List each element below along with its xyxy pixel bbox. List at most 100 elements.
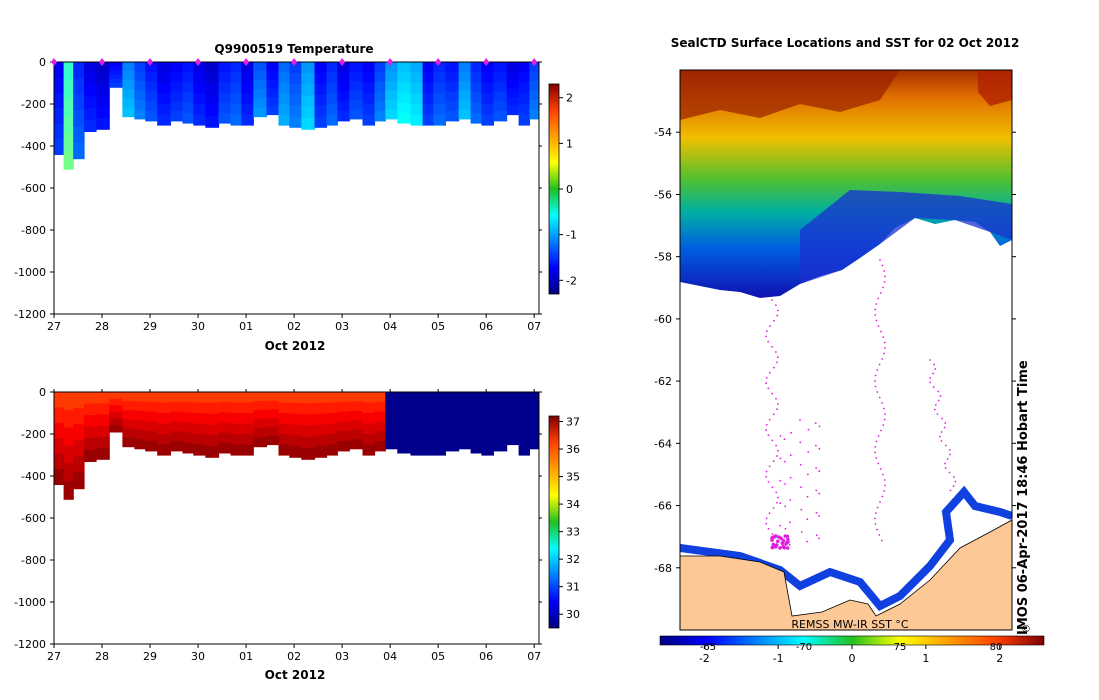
profile-cell bbox=[96, 403, 110, 415]
x-tick-label: 02 bbox=[287, 320, 301, 333]
profile-cell bbox=[326, 402, 338, 414]
track-point bbox=[779, 435, 782, 437]
map-title: SealCTD Surface Locations and SST for 02… bbox=[671, 36, 1020, 50]
profile-cell bbox=[337, 71, 350, 83]
profile-cell bbox=[397, 72, 412, 83]
track-point bbox=[771, 392, 774, 395]
track-point bbox=[767, 340, 770, 343]
profile-cell bbox=[109, 398, 123, 406]
profile-cell bbox=[506, 105, 520, 116]
track-point bbox=[818, 425, 821, 428]
profile-cell bbox=[410, 62, 424, 74]
profile-cell bbox=[374, 91, 386, 102]
profile-cell bbox=[205, 402, 220, 415]
track-point bbox=[773, 319, 775, 322]
track-point bbox=[789, 476, 792, 479]
profile-cell bbox=[193, 413, 206, 425]
x-tick-label: 30 bbox=[191, 320, 205, 333]
map-field bbox=[680, 70, 1012, 630]
track-point bbox=[944, 444, 947, 447]
profile-cell bbox=[182, 92, 194, 104]
track-point bbox=[940, 440, 943, 442]
profile-cell bbox=[422, 413, 434, 425]
lat-tick-label: -54 bbox=[654, 126, 672, 139]
profile-cell bbox=[362, 444, 376, 456]
profile-cell bbox=[433, 114, 446, 126]
y-tick-label: -200 bbox=[21, 428, 46, 441]
profile-cell bbox=[73, 62, 85, 79]
map-colorbar-ghost-label: 75 bbox=[894, 642, 907, 653]
track-point bbox=[877, 462, 880, 465]
colorbar-tick-label: 32 bbox=[566, 553, 580, 566]
track-point bbox=[779, 457, 782, 460]
profile-cell bbox=[362, 434, 376, 446]
profile-cell bbox=[218, 442, 232, 454]
colorbar-tick-label: 31 bbox=[566, 581, 580, 594]
profile-cell bbox=[193, 104, 206, 116]
profile-cell bbox=[458, 90, 472, 101]
track-point bbox=[881, 402, 883, 404]
x-tick-label: 05 bbox=[431, 650, 445, 663]
track-point bbox=[881, 358, 883, 360]
profile-cell bbox=[529, 439, 539, 450]
profile-cell bbox=[337, 392, 350, 403]
profile-cell bbox=[301, 403, 316, 415]
track-point bbox=[773, 366, 775, 369]
profile-cell bbox=[253, 419, 268, 429]
station-marker bbox=[99, 58, 106, 66]
track-point bbox=[799, 463, 802, 466]
profile-cell bbox=[205, 72, 220, 85]
profile-cell bbox=[529, 80, 539, 91]
profile-cell bbox=[63, 133, 74, 152]
profile-cell bbox=[134, 401, 146, 412]
track-point bbox=[783, 438, 786, 441]
x-tick-label: 28 bbox=[95, 320, 109, 333]
station-markers bbox=[51, 58, 538, 66]
profile-cell bbox=[349, 90, 364, 101]
track-point bbox=[771, 345, 773, 348]
track-point bbox=[943, 426, 946, 429]
profile-cell bbox=[109, 83, 123, 88]
profile-cell bbox=[230, 434, 242, 446]
profile-cell bbox=[145, 411, 158, 422]
profile-cell bbox=[193, 93, 206, 105]
map-latitude-axis: -54 -56 -58 -60 -62 -64 -66 -68 bbox=[654, 126, 1016, 575]
x-tick-label: 28 bbox=[95, 650, 109, 663]
profile-cell bbox=[362, 423, 376, 435]
profile-cell bbox=[122, 98, 135, 109]
track-point bbox=[878, 396, 881, 399]
track-point bbox=[877, 435, 880, 437]
temperature-colorbar-ticks: 2 1 0 -1 -2 bbox=[559, 92, 577, 287]
profile-cell bbox=[385, 109, 398, 120]
profile-cell bbox=[122, 62, 135, 72]
profile-cell bbox=[218, 412, 232, 423]
profile-cell bbox=[266, 97, 280, 107]
profile-cell bbox=[63, 115, 74, 134]
temperature-panel: Q9900519 Temperature 0 -200 -400 -600 -800 -1… bbox=[14, 42, 577, 353]
profile-cell bbox=[301, 118, 316, 130]
profile-cell bbox=[374, 411, 386, 422]
profile-cell bbox=[518, 114, 530, 126]
temperature-y-axis: 0 -200 -400 -600 -800 -1000 -1200 bbox=[14, 56, 542, 321]
profile-cell bbox=[301, 62, 316, 74]
station-marker bbox=[387, 58, 394, 66]
track-point bbox=[799, 419, 801, 421]
profile-cell bbox=[433, 423, 446, 435]
profile-cell bbox=[278, 104, 290, 116]
track-point bbox=[765, 423, 768, 426]
track-point bbox=[874, 446, 877, 448]
map-colorbar-label: 1 bbox=[922, 652, 929, 665]
lat-tick-label: -56 bbox=[654, 188, 672, 201]
track-point bbox=[944, 422, 947, 424]
profile-cell bbox=[326, 83, 338, 95]
profile-cell bbox=[433, 434, 446, 446]
profile-cell bbox=[433, 392, 446, 404]
profile-cell bbox=[458, 109, 472, 120]
profile-cell bbox=[230, 104, 242, 116]
profile-cell bbox=[445, 111, 460, 122]
profile-cell bbox=[109, 405, 123, 413]
profile-cell bbox=[109, 66, 123, 71]
track-point bbox=[879, 468, 882, 470]
station-marker bbox=[195, 58, 202, 66]
track-point bbox=[874, 374, 877, 377]
